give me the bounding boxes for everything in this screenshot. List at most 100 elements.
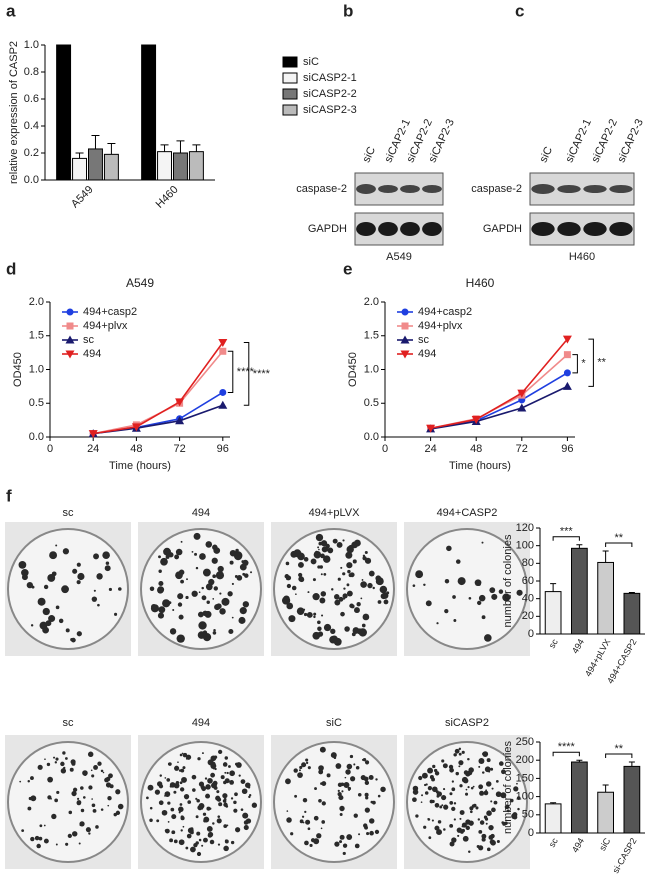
colony bbox=[225, 805, 229, 808]
colony bbox=[453, 753, 457, 757]
colony bbox=[512, 814, 518, 820]
y-tick-label: 40 bbox=[522, 593, 534, 605]
colony bbox=[315, 533, 324, 542]
colony bbox=[71, 761, 76, 766]
colony bbox=[229, 770, 235, 777]
colony bbox=[412, 797, 417, 803]
colony bbox=[362, 554, 366, 558]
colony bbox=[224, 756, 228, 760]
colony bbox=[335, 763, 342, 769]
colony bbox=[479, 820, 485, 825]
colony bbox=[319, 565, 323, 569]
colony bbox=[468, 596, 472, 600]
line bbox=[93, 342, 224, 435]
colony bbox=[461, 750, 465, 754]
colony bbox=[21, 568, 29, 577]
colony bbox=[429, 775, 434, 780]
y-tick-label: 60 bbox=[522, 575, 534, 587]
dish-label: sc bbox=[63, 717, 75, 729]
error-bar bbox=[576, 759, 583, 763]
bar bbox=[597, 561, 614, 635]
colony bbox=[210, 772, 216, 778]
y-axis-label: OD450 bbox=[347, 352, 359, 387]
colony bbox=[107, 804, 110, 807]
colony bbox=[358, 833, 361, 836]
legend-swatch bbox=[282, 56, 298, 68]
colony bbox=[315, 550, 319, 554]
colony bbox=[461, 828, 465, 833]
colony bbox=[212, 783, 216, 787]
blot-row-label: caspase-2 bbox=[296, 183, 347, 195]
colony bbox=[190, 846, 196, 853]
y-tick-label: 20 bbox=[522, 610, 534, 622]
colony bbox=[293, 768, 298, 773]
colony bbox=[76, 580, 81, 585]
colony bbox=[423, 583, 426, 587]
colony bbox=[168, 552, 174, 558]
colony bbox=[509, 798, 514, 803]
colony bbox=[477, 600, 482, 606]
colony bbox=[88, 785, 93, 790]
colony bbox=[43, 838, 49, 844]
colony bbox=[347, 569, 351, 574]
blot-band bbox=[378, 222, 398, 236]
colony bbox=[304, 810, 307, 814]
colony bbox=[291, 585, 297, 591]
colony bbox=[427, 786, 433, 791]
colony bbox=[223, 780, 227, 785]
colony bbox=[307, 766, 311, 770]
colony bbox=[76, 562, 81, 567]
colony bbox=[102, 771, 105, 774]
error-bar bbox=[602, 784, 609, 793]
point bbox=[471, 415, 481, 424]
point bbox=[175, 416, 185, 425]
colony bbox=[366, 832, 370, 836]
colony bbox=[42, 607, 50, 616]
colony bbox=[242, 812, 249, 819]
colony bbox=[118, 587, 122, 591]
colony bbox=[102, 551, 110, 559]
colony bbox=[182, 825, 185, 828]
colony bbox=[334, 599, 341, 606]
panel-label: c bbox=[515, 1, 524, 20]
blot-band bbox=[583, 222, 607, 236]
bar bbox=[623, 592, 641, 635]
point bbox=[563, 351, 571, 359]
colony bbox=[91, 596, 98, 602]
x-tick-label: 72 bbox=[173, 443, 185, 455]
colony bbox=[488, 825, 494, 831]
colony bbox=[233, 800, 237, 805]
colony bbox=[470, 786, 474, 790]
significance-label: * bbox=[581, 358, 586, 370]
colony bbox=[97, 761, 102, 766]
colony bbox=[180, 815, 184, 819]
point bbox=[65, 350, 75, 359]
line bbox=[93, 350, 224, 435]
colony bbox=[476, 845, 480, 849]
colony bbox=[356, 602, 361, 607]
colony bbox=[304, 840, 309, 846]
colony bbox=[196, 831, 201, 836]
colony bbox=[318, 765, 324, 771]
colony bbox=[72, 568, 78, 574]
colony bbox=[472, 785, 475, 788]
error-bar bbox=[176, 140, 185, 153]
colony bbox=[437, 820, 442, 824]
colony bbox=[339, 834, 345, 840]
colony bbox=[303, 557, 309, 562]
colony bbox=[443, 804, 449, 810]
colony bbox=[213, 628, 216, 632]
colony bbox=[337, 789, 340, 793]
y-tick-label: 1.0 bbox=[24, 39, 39, 51]
colony bbox=[458, 747, 462, 751]
colony bbox=[465, 825, 470, 831]
colony bbox=[193, 532, 201, 540]
colony bbox=[214, 767, 217, 771]
x-tick-label: 0 bbox=[382, 443, 388, 455]
colony bbox=[299, 819, 304, 824]
dish-label: siC bbox=[326, 717, 342, 729]
colony bbox=[195, 797, 198, 800]
colony bbox=[327, 547, 334, 554]
colony bbox=[285, 561, 290, 566]
colony bbox=[155, 790, 158, 793]
